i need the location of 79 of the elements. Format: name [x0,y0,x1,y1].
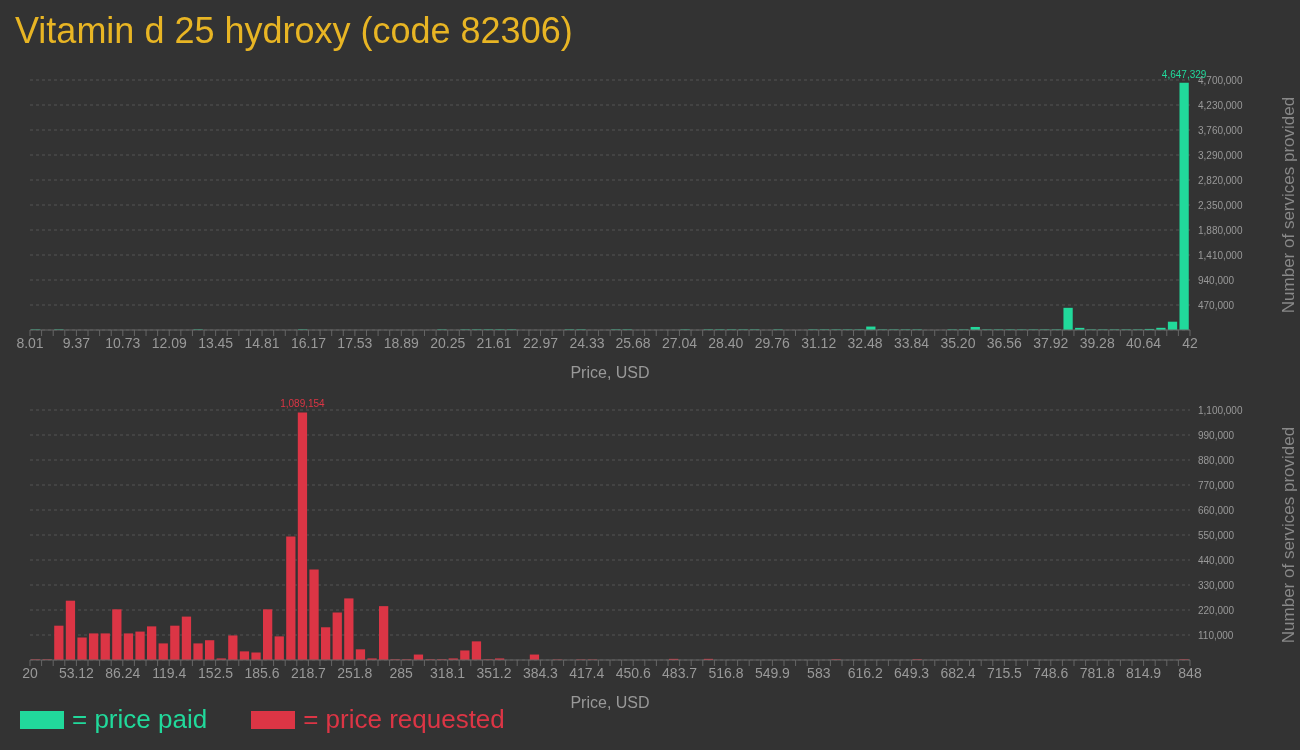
x-tick-label: 32.48 [847,334,883,351]
x-tick-label: 814.9 [1126,664,1162,681]
legend-label: = price requested [303,704,505,735]
x-tick-label: 20 [22,664,38,681]
x-tick-label: 42 [1182,334,1198,351]
x-tick-label: 33.84 [893,334,930,351]
x-tick-label: 86.24 [105,664,141,681]
x-tick-label: 218.7 [290,664,327,681]
x-tick-label: 549.9 [754,664,791,681]
x-tick-label: 14.81 [244,334,280,351]
x-tick-label: 848 [1178,664,1202,681]
x-tick-label: 748.6 [1033,664,1069,681]
y-tick-label: 3,290,000 [1198,149,1243,161]
x-tick-label: 22.97 [523,334,559,351]
x-axis-title: Price, USD [570,364,650,381]
x-tick-label: 9.37 [62,334,91,351]
x-tick-label: 417.4 [569,664,605,681]
y-tick-label: 470,000 [1198,299,1235,311]
y-tick-label: 550,000 [1198,529,1235,541]
legend-label: = price paid [72,704,208,735]
x-tick-label: 13.45 [198,334,234,351]
y-tick-label: 990,000 [1198,429,1235,441]
y-tick-label: 2,820,000 [1198,174,1243,186]
x-tick-label: 40.64 [1126,334,1162,351]
x-tick-label: 119.4 [152,664,187,681]
x-tick-label: 24.33 [569,334,605,351]
x-tick-label: 16.17 [290,334,327,351]
y-tick-label: 2,350,000 [1198,199,1243,211]
x-tick-label: 25.68 [615,334,651,351]
y-tick-label: 770,000 [1198,479,1235,491]
y-tick-label: 220,000 [1198,604,1235,616]
y-tick-label: 660,000 [1198,504,1235,516]
x-tick-label: 21.61 [476,334,512,351]
x-tick-label: 450.6 [615,664,651,681]
x-tick-label: 583 [807,664,831,681]
y-tick-label: 110,000 [1198,629,1234,641]
x-tick-label: 39.28 [1079,334,1115,351]
x-tick-label: 285 [389,664,414,681]
x-tick-label: 35.20 [940,334,976,351]
y-tick-label: 330,000 [1198,579,1235,591]
x-tick-label: 384.3 [522,664,559,681]
x-tick-label: 27.04 [661,334,698,351]
y-axis-title: Number of services provided [1279,96,1299,314]
x-tick-label: 483.7 [662,664,698,681]
x-tick-label: 251.8 [337,664,373,681]
data-label: 1,089,154 [280,398,326,410]
x-tick-label: 12.09 [151,334,187,351]
x-tick-label: 53.12 [58,664,95,681]
x-tick-label: 682.4 [940,664,976,681]
x-tick-label: 29.76 [754,334,790,351]
y-axis-title: Number of services provided [1279,426,1299,644]
x-tick-label: 18.89 [383,334,420,351]
x-tick-label: 31.12 [801,334,837,351]
x-axis-title: Price, USD [570,694,650,711]
y-tick-label: 440,000 [1198,554,1235,566]
x-tick-label: 351.2 [476,664,512,681]
x-tick-label: 649.3 [894,664,930,681]
y-tick-label: 1,880,000 [1198,224,1243,236]
x-tick-label: 20.25 [430,334,466,351]
x-tick-label: 28.40 [708,334,744,351]
x-tick-label: 318.1 [430,664,466,681]
chart-title: Vitamin d 25 hydroxy (code 82306) [15,10,573,52]
y-tick-label: 1,410,000 [1198,249,1243,261]
x-tick-label: 17.53 [337,334,373,351]
x-tick-label: 715.5 [986,664,1023,681]
x-tick-label: 152.5 [198,664,234,681]
x-tick-label: 781.8 [1079,664,1115,681]
y-tick-label: 3,760,000 [1198,124,1243,136]
x-tick-label: 616.2 [847,664,883,681]
x-tick-label: 8.01 [16,334,44,351]
x-tick-label: 516.8 [708,664,744,681]
y-tick-label: 1,100,000 [1198,404,1243,416]
x-tick-label: 10.73 [105,334,141,351]
y-tick-label: 940,000 [1198,274,1235,286]
y-tick-label: 880,000 [1198,454,1235,466]
x-tick-label: 36.56 [986,334,1023,351]
x-tick-label: 185.6 [244,664,280,681]
x-tick-label: 37.92 [1033,334,1069,351]
y-tick-label: 4,230,000 [1198,99,1243,111]
